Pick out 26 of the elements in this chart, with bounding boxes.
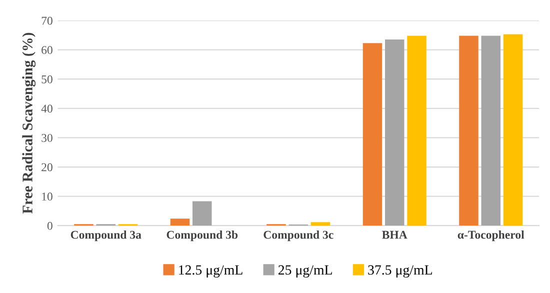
bar [170, 218, 190, 226]
bar [503, 34, 523, 226]
x-tick-label: Compound 3c [264, 230, 334, 242]
x-tick-label: Compound 3a [70, 230, 142, 242]
y-tick-label: 40 [41, 104, 52, 113]
y-tick-label: 30 [42, 134, 52, 142]
x-tick-label: α-Tocopherol [458, 230, 524, 242]
bar [407, 36, 426, 226]
y-axis-title: Free Radical Scavenging (%) [22, 32, 36, 214]
legend-label: 25 μg/mL [278, 265, 332, 278]
y-tick-label: 60 [42, 46, 52, 54]
y-tick-label: 10 [42, 192, 52, 201]
bar [362, 43, 382, 226]
legend-label: 12.5 μg/mL [179, 265, 242, 278]
bar [459, 36, 478, 226]
y-tick-label: 50 [42, 75, 52, 84]
bar [310, 222, 330, 226]
y-tick-label: 20 [42, 163, 52, 172]
y-tick-label: 70 [42, 16, 52, 25]
bar [192, 201, 212, 226]
legend-label: 37.5 μg/mL [368, 265, 432, 278]
y-tick-label: 0 [47, 222, 52, 230]
x-tick-label: Compound 3b [166, 230, 238, 242]
x-tick-label: BHA [382, 230, 408, 239]
bar [481, 36, 500, 226]
bar [385, 40, 404, 226]
